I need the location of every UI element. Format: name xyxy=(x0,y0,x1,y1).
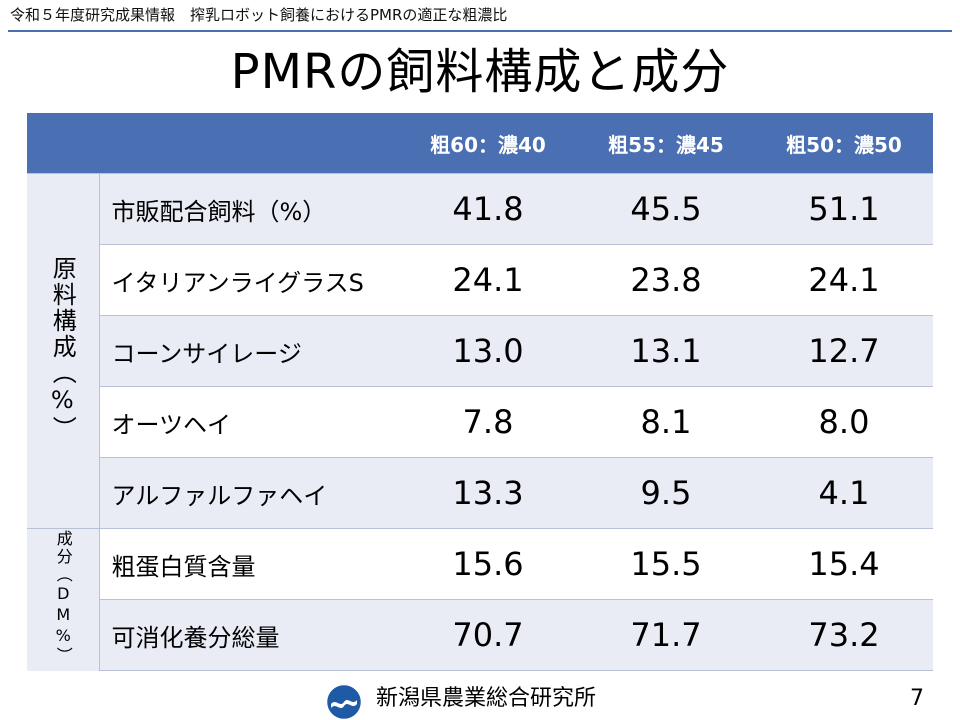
table-row: 可消化養分総量 70.7 71.7 73.2 xyxy=(27,599,933,671)
header-caption: 令和５年度研究成果情報 搾乳ロボット飼養におけるPMRの適正な粗濃比 xyxy=(10,6,508,24)
table-row: オーツヘイ 7.8 8.1 8.0 xyxy=(27,386,933,458)
group-label-composition: 成分（DM%） xyxy=(27,528,100,671)
table-row: アルファルファヘイ 13.3 9.5 4.1 xyxy=(27,457,933,529)
cell-value: 13.0 xyxy=(399,315,577,387)
cell-value: 23.8 xyxy=(577,244,755,316)
cell-value: 13.3 xyxy=(399,457,577,529)
cell-value: 45.5 xyxy=(577,173,755,245)
header-divider xyxy=(8,30,952,32)
cell-value: 8.0 xyxy=(755,386,933,458)
row-label: アルファルファヘイ xyxy=(99,457,399,529)
organization-name: 新潟県農業総合研究所 xyxy=(376,686,597,711)
table-row: 成分（DM%） 粗蛋白質含量 15.6 15.5 15.4 xyxy=(27,528,933,671)
cell-value: 51.1 xyxy=(755,173,933,245)
composition-table: 粗60：濃40 粗55：濃45 粗50：濃50 原料構成（%） 市販配合飼料（%… xyxy=(27,113,933,671)
cell-value: 41.8 xyxy=(399,173,577,245)
cell-value: 15.4 xyxy=(755,528,933,600)
row-label: オーツヘイ xyxy=(99,386,399,458)
cell-value: 24.1 xyxy=(755,244,933,316)
table-header-row: 粗60：濃40 粗55：濃45 粗50：濃50 xyxy=(27,113,933,174)
cell-value: 9.5 xyxy=(577,457,755,529)
header-empty-cell xyxy=(27,113,99,174)
row-label: イタリアンライグラスS xyxy=(99,244,399,316)
cell-value: 71.7 xyxy=(577,599,755,671)
column-header-ratio-50-50: 粗50：濃50 xyxy=(755,113,933,174)
cell-value: 7.8 xyxy=(399,386,577,458)
cell-value: 24.1 xyxy=(399,244,577,316)
cell-value: 15.6 xyxy=(399,528,577,600)
row-label: 可消化養分総量 xyxy=(99,599,399,671)
group-label-text: 原料構成（%） xyxy=(48,256,77,442)
group-label-text: 成分（DM%） xyxy=(53,530,73,666)
table-row: 原料構成（%） 市販配合飼料（%） 41.8 45.5 51.1 xyxy=(27,173,933,529)
table-row: コーンサイレージ 13.0 13.1 12.7 xyxy=(27,315,933,387)
group-label-ingredients: 原料構成（%） xyxy=(27,173,100,529)
cell-value: 4.1 xyxy=(755,457,933,529)
cell-value: 8.1 xyxy=(577,386,755,458)
page-number: 7 xyxy=(910,686,924,711)
cell-value: 73.2 xyxy=(755,599,933,671)
row-label: 粗蛋白質含量 xyxy=(99,528,399,600)
cell-value: 15.5 xyxy=(577,528,755,600)
column-header-ratio-60-40: 粗60：濃40 xyxy=(399,113,577,174)
slide-title: PMRの飼料構成と成分 xyxy=(230,44,730,100)
header-empty-cell xyxy=(99,113,399,174)
column-header-ratio-55-45: 粗55：濃45 xyxy=(577,113,755,174)
row-label: 市販配合飼料（%） xyxy=(99,173,399,245)
prefecture-emblem-icon xyxy=(327,685,361,719)
cell-value: 12.7 xyxy=(755,315,933,387)
cell-value: 13.1 xyxy=(577,315,755,387)
cell-value: 70.7 xyxy=(399,599,577,671)
table-row: イタリアンライグラスS 24.1 23.8 24.1 xyxy=(27,244,933,316)
row-label: コーンサイレージ xyxy=(99,315,399,387)
